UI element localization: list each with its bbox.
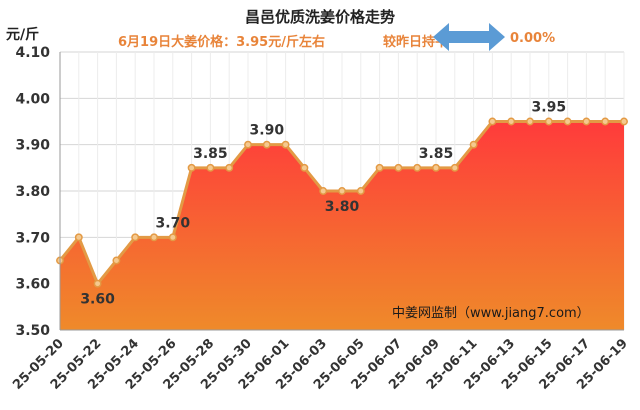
y-tick-label: 3.60 — [15, 277, 50, 293]
data-point — [375, 163, 384, 172]
y-tick-label: 3.90 — [15, 138, 50, 154]
data-label: 3.95 — [532, 100, 567, 116]
change-value: 0.00% — [510, 31, 556, 46]
data-point — [281, 140, 290, 149]
data-label: 3.70 — [156, 215, 191, 231]
data-label: 3.60 — [80, 292, 115, 308]
data-label: 3.85 — [419, 146, 454, 162]
data-point — [244, 140, 252, 149]
double-arrow-icon — [433, 23, 505, 51]
data-point — [432, 163, 440, 172]
y-tick-label: 3.70 — [15, 230, 50, 246]
price-area — [60, 121, 624, 330]
change-label: 较昨日持平 — [383, 35, 449, 50]
data-point — [262, 140, 271, 149]
y-tick-label: 3.50 — [15, 323, 50, 339]
data-label: 3.90 — [250, 123, 285, 139]
y-tick-label: 3.80 — [15, 184, 50, 200]
y-tick-label: 4.10 — [15, 45, 50, 61]
data-point — [620, 117, 628, 126]
data-point — [394, 163, 403, 172]
data-point — [338, 187, 346, 195]
data-point — [526, 117, 534, 126]
data-point — [601, 117, 610, 126]
chart-title: 昌邑优质洗姜价格走势 — [244, 8, 395, 26]
data-point — [450, 163, 459, 172]
y-tick-label: 4.00 — [15, 91, 50, 107]
data-point — [582, 117, 591, 126]
data-point — [131, 233, 140, 242]
area-layer — [60, 121, 624, 330]
data-point — [413, 163, 422, 172]
data-point — [74, 233, 83, 242]
data-point — [112, 256, 121, 265]
data-point — [187, 163, 196, 172]
label-layer: 3.60 3.70 3.85 3.90 3.80 3.85 3.95 — [80, 100, 566, 308]
data-label: 3.85 — [193, 146, 228, 162]
data-point — [544, 117, 553, 126]
data-point — [150, 233, 158, 242]
watermark-text: 中姜网监制（www.jiang7.com） — [392, 306, 590, 321]
point-layer — [56, 117, 628, 288]
data-point — [225, 163, 234, 172]
data-label: 3.80 — [325, 199, 360, 215]
data-point — [319, 187, 328, 195]
data-point — [300, 163, 309, 172]
price-summary-text: 6月19日大姜价格：3.95元/斤左右 — [118, 35, 325, 50]
data-point — [206, 163, 215, 172]
data-point — [507, 117, 516, 126]
data-point — [356, 187, 365, 195]
data-point — [563, 117, 572, 126]
data-point — [488, 117, 497, 126]
data-point — [168, 233, 177, 242]
data-point — [93, 279, 102, 288]
data-point — [469, 140, 478, 149]
y-axis-unit-label: 元/斤 — [6, 27, 40, 43]
